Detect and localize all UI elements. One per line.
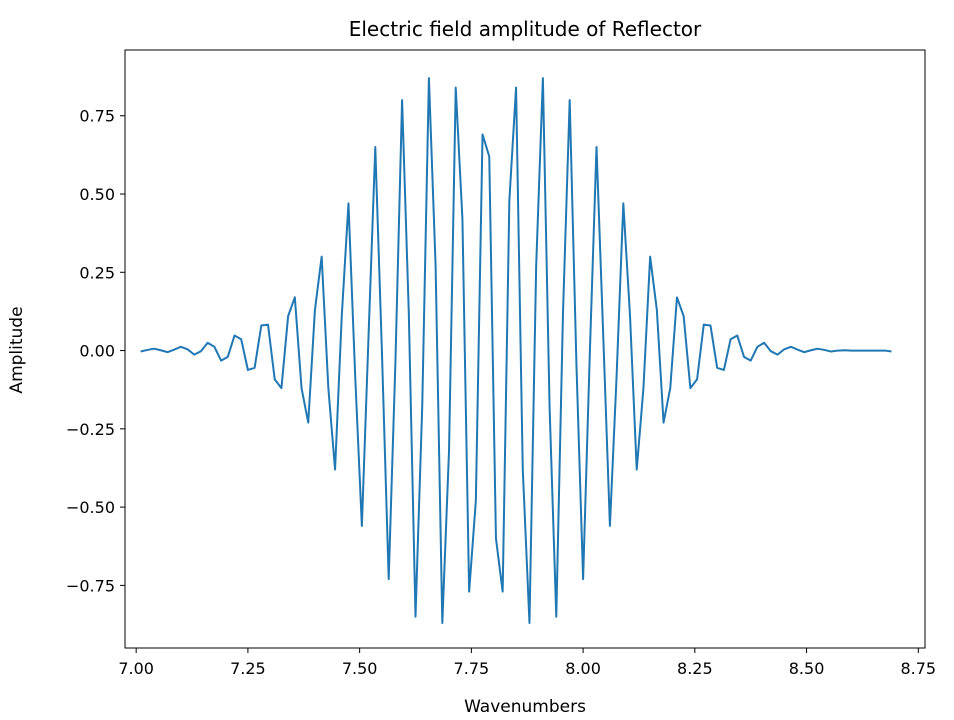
y-tick-label: −0.50 [66, 498, 115, 517]
x-tick-label: 8.25 [677, 659, 713, 678]
y-tick-label: 0.50 [79, 185, 115, 204]
x-axis: 7.00 7.25 7.50 7.75 8.00 8.25 8.50 8.75 [118, 648, 936, 678]
y-tick-label: −0.25 [66, 420, 115, 439]
x-tick-label: 7.00 [118, 659, 154, 678]
x-tick-label: 7.75 [454, 659, 490, 678]
series-line-0 [140, 77, 892, 624]
x-tick-label: 8.00 [565, 659, 601, 678]
x-tick-label: 8.75 [900, 659, 936, 678]
x-tick-label: 7.25 [230, 659, 266, 678]
plot-frame [124, 49, 926, 649]
y-tick-label: 0.00 [79, 342, 115, 361]
chart-title: Electric field amplitude of Reflector [349, 17, 702, 41]
y-tick-label: 0.25 [79, 263, 115, 282]
y-tick-label: 0.75 [79, 107, 115, 126]
y-axis-label: Amplitude [7, 306, 27, 393]
x-tick-label: 8.50 [789, 659, 825, 678]
y-tick-label: −0.75 [66, 576, 115, 595]
x-axis-label: Wavenumbers [464, 697, 586, 717]
y-axis: −0.75 −0.50 −0.25 0.00 0.25 0.50 0.75 [66, 107, 125, 595]
plot-area [140, 77, 892, 624]
x-tick-label: 7.50 [342, 659, 378, 678]
